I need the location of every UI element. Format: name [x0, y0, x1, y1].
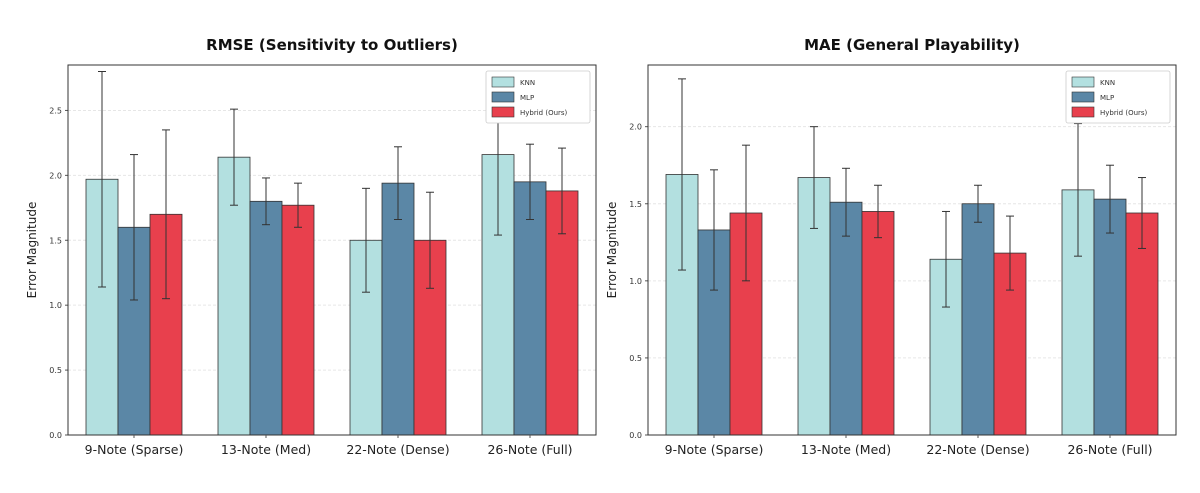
- y-tick-label: 1.5: [629, 200, 642, 209]
- bar-hybrid-ours-: [861, 211, 895, 436]
- legend-swatch: [1071, 106, 1095, 118]
- y-tick-label: 2.5: [49, 106, 62, 115]
- x-tick-label: 13-Note (Med): [221, 442, 311, 457]
- legend-swatch: [1071, 76, 1095, 88]
- legend-label: MLP: [520, 94, 534, 102]
- y-tick-label: 2.0: [629, 123, 642, 132]
- subplot-2: 0.0 0.5 1.0 1.5 2.0 9-Note (Sparse) 13-Note (M…: [605, 36, 1177, 457]
- legend-swatch: [491, 106, 515, 118]
- legend-swatch: [491, 76, 515, 88]
- y-tick-label: 1.0: [49, 301, 62, 310]
- bar-mlp: [1093, 198, 1127, 436]
- y-tick-label: 0.5: [49, 366, 62, 375]
- axes-frame: [647, 64, 1177, 436]
- chart-title: MAE (General Playability): [804, 36, 1020, 54]
- x-tick-label: 22-Note (Dense): [926, 442, 1029, 457]
- y-axis-label: Error Magnitude: [25, 202, 39, 299]
- legend: KNN MLP Hybrid (Ours): [485, 70, 591, 124]
- x-tick-label: 9-Note (Sparse): [665, 442, 764, 457]
- legend-label: Hybrid (Ours): [1100, 109, 1148, 117]
- bar-mlp: [829, 201, 863, 436]
- x-tick-label: 9-Note (Sparse): [85, 442, 184, 457]
- legend-label: KNN: [520, 79, 535, 87]
- y-axis-label: Error Magnitude: [605, 202, 619, 299]
- x-tick-label: 22-Note (Dense): [346, 442, 449, 457]
- y-tick-label: 1.0: [629, 277, 642, 286]
- bar-hybrid-ours-: [281, 204, 315, 436]
- x-tick-label: 13-Note (Med): [801, 442, 891, 457]
- x-tick-label: 26-Note (Full): [487, 442, 572, 457]
- legend-label: KNN: [1100, 79, 1115, 87]
- legend: KNN MLP Hybrid (Ours): [1065, 70, 1171, 124]
- legend-swatch: [491, 91, 515, 103]
- legend-label: Hybrid (Ours): [520, 109, 568, 117]
- subplot-1: 0.0 0.5 1.0 1.5 2.0 2.5 9-Note (Sparse) 13-Note…: [25, 36, 597, 457]
- y-tick-label: 0.5: [629, 354, 642, 363]
- y-tick-label: 1.5: [49, 236, 62, 245]
- chart-title: RMSE (Sensitivity to Outliers): [206, 36, 458, 54]
- legend-label: MLP: [1100, 94, 1114, 102]
- y-tick-label: 2.0: [49, 171, 62, 180]
- y-tick-label: 0.0: [49, 431, 62, 440]
- bar-mlp: [961, 203, 995, 436]
- bar-mlp: [249, 200, 283, 436]
- legend-swatch: [1071, 91, 1095, 103]
- x-tick-label: 26-Note (Full): [1067, 442, 1152, 457]
- axes-frame: [67, 64, 597, 436]
- y-tick-label: 0.0: [629, 431, 642, 440]
- bar-mlp: [381, 182, 415, 436]
